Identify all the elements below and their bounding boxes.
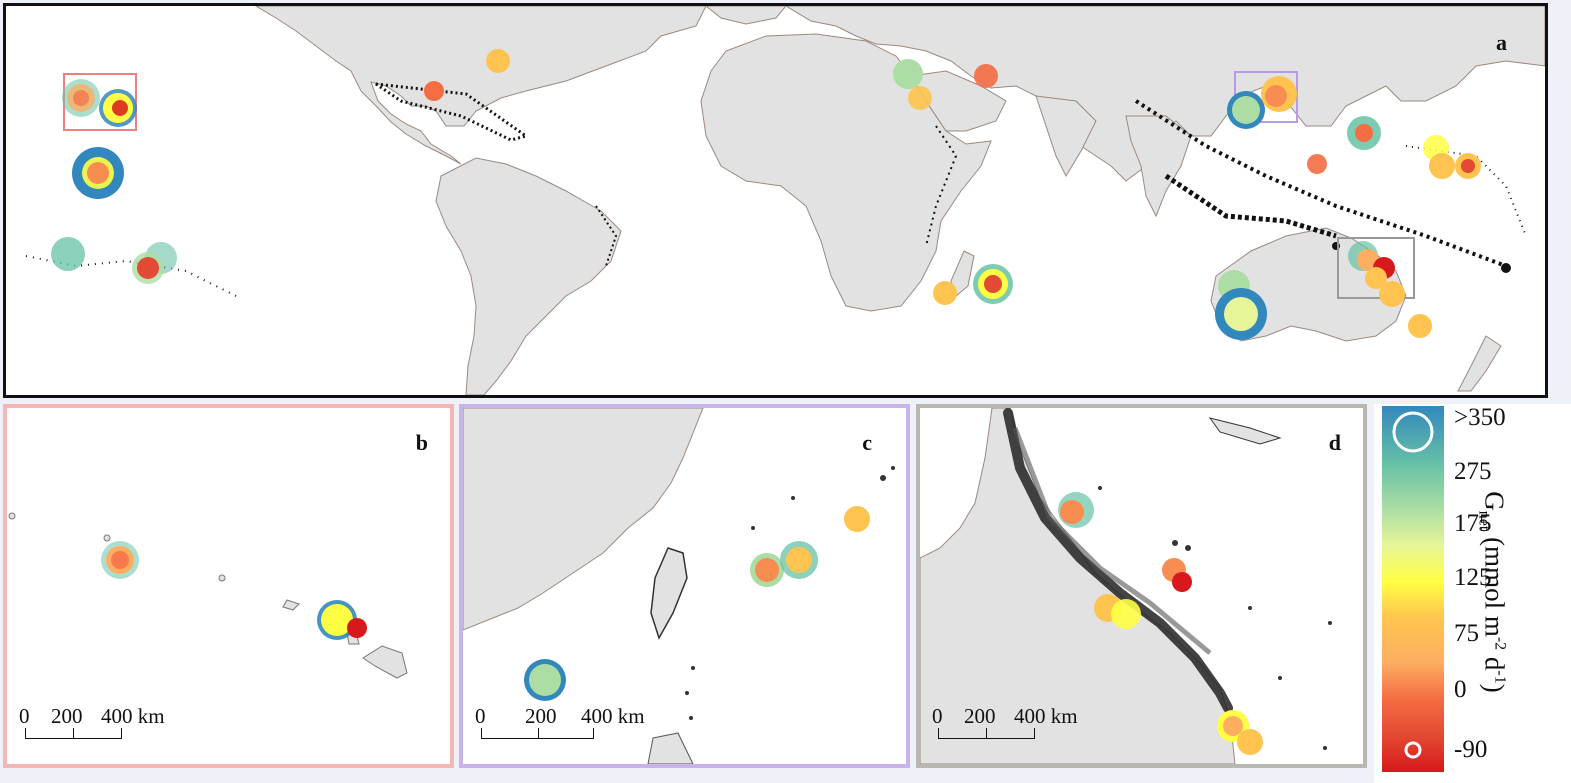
- site-marker: [750, 553, 784, 587]
- site-marker: [1094, 594, 1141, 629]
- site-marker: [99, 89, 137, 127]
- site-marker: [1347, 116, 1381, 150]
- site-marker: [132, 242, 177, 284]
- marker-layer-d: [1058, 492, 1263, 755]
- site-marker: [486, 49, 510, 73]
- site-marker: [844, 506, 870, 532]
- site-marker: [1217, 710, 1263, 755]
- inset-map-b: [8, 512, 408, 679]
- scale-tick-200: 200: [525, 704, 557, 728]
- site-marker: [72, 147, 124, 199]
- site-marker: [424, 81, 444, 101]
- legend-tick-175: 175: [1454, 510, 1492, 537]
- north-america-land: [255, 6, 707, 165]
- site-marker: [1261, 76, 1297, 112]
- scale-tick-400: 400 km: [101, 704, 165, 728]
- south-america-land: [435, 157, 622, 395]
- scale-tick-400: 400 km: [581, 704, 645, 728]
- scale-tick-0: 0: [19, 704, 30, 728]
- world-map-panel: a: [3, 3, 1548, 398]
- scale-bar-c: 0 200 400 km: [473, 704, 663, 750]
- site-marker: [974, 64, 998, 88]
- inset-panel-c: c 0 200 400 km: [459, 404, 910, 768]
- scale-bar-d: 0 200 400 km: [930, 704, 1090, 750]
- site-marker: [893, 59, 932, 110]
- hawaii-island: [362, 645, 408, 679]
- site-marker: [1307, 154, 1327, 174]
- inset-map-d: [920, 408, 1332, 764]
- china-coast-land: [463, 408, 704, 631]
- colorbar: [1382, 406, 1444, 772]
- size-key-large: [1392, 411, 1434, 453]
- legend-tick-max: >350: [1454, 404, 1506, 431]
- site-marker: [1162, 558, 1192, 592]
- site-marker: [1058, 492, 1094, 528]
- marker-layer-c: [524, 506, 870, 701]
- site-marker: [317, 600, 367, 640]
- scale-tick-200: 200: [964, 704, 996, 728]
- scale-bar-b: 0 200 400 km: [17, 704, 177, 750]
- legend-tick-75: 75: [1454, 620, 1479, 647]
- site-marker: [780, 541, 818, 579]
- panel-label-a: a: [1496, 30, 1507, 55]
- site-marker: [933, 281, 957, 305]
- marker-layer-b: [101, 541, 367, 640]
- inset-box-d: [1337, 237, 1415, 299]
- panel-label-c: c: [862, 430, 872, 455]
- site-marker: [524, 659, 566, 701]
- legend-tick-125: 125: [1454, 564, 1492, 591]
- site-marker: [62, 79, 100, 117]
- world-map: [25, 6, 1545, 395]
- panel-label-d: d: [1328, 430, 1341, 455]
- taiwan-island: [650, 547, 688, 640]
- scale-tick-200: 200: [51, 704, 83, 728]
- color-legend: >350 275 175 125 75 0 -90 Gnet (mmol m-2…: [1374, 404, 1571, 783]
- legend-axis-title: Gnet (mmol m-2 d-1): [1475, 491, 1510, 693]
- site-marker: [1408, 314, 1432, 338]
- site-marker: [101, 541, 139, 579]
- site-marker: [973, 264, 1013, 304]
- site-marker: [1215, 270, 1267, 340]
- marker-layer-a: [51, 49, 1481, 340]
- legend-tick-0: 0: [1454, 676, 1467, 703]
- great-barrier-reef: [1003, 408, 1233, 713]
- scale-tick-0: 0: [475, 704, 486, 728]
- scale-tick-400: 400 km: [1014, 704, 1078, 728]
- inset-panel-d: d 0 200 400 km: [916, 404, 1367, 768]
- inset-panel-b: b 0 200 400 km: [3, 404, 454, 768]
- site-marker: [1423, 135, 1481, 179]
- legend-tick-275: 275: [1454, 458, 1492, 485]
- scale-tick-0: 0: [932, 704, 943, 728]
- size-key-small: [1404, 741, 1422, 759]
- site-marker: [1227, 91, 1265, 129]
- site-marker: [1348, 241, 1405, 307]
- panel-label-b: b: [415, 430, 428, 455]
- site-marker: [51, 237, 85, 271]
- inset-map-c: [463, 408, 895, 764]
- legend-tick-min: -90: [1454, 736, 1488, 763]
